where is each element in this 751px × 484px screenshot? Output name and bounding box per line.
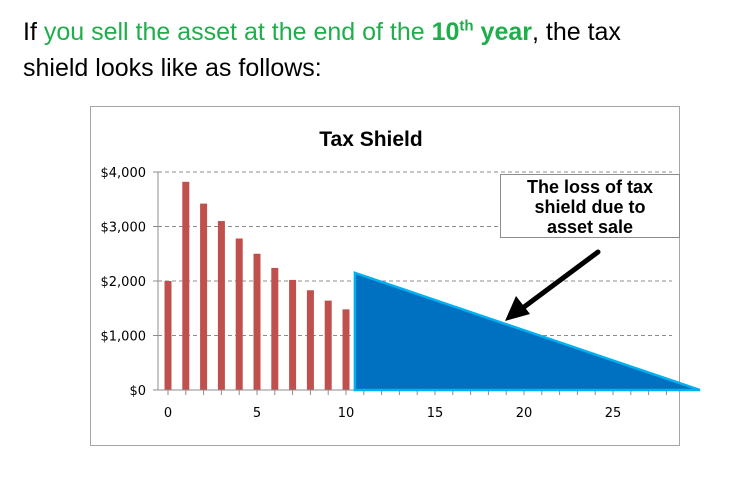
callout-box: The loss of tax shield due to asset sale	[500, 174, 680, 238]
callout-line-3: asset sale	[546, 217, 634, 237]
bar	[164, 281, 172, 390]
x-tick-label: 0	[164, 406, 172, 421]
y-tick-label: $4,000	[101, 166, 147, 181]
axis-layer: $0 $1,000 $2,000 $3,000 $4,000 0 5 10 15 20 25	[101, 166, 672, 421]
x-tick-label: 10	[338, 406, 355, 421]
bar	[271, 267, 279, 390]
bar	[289, 279, 297, 390]
lost-tax-shield-area	[353, 271, 701, 392]
heading-green-text: you sell the asset at the end of the	[43, 18, 432, 46]
pointer-arrow-shaft	[517, 249, 601, 313]
heading-year-suffix: th	[459, 17, 474, 35]
bar	[217, 221, 225, 390]
y-tick-label: $3,000	[101, 221, 147, 236]
bar	[235, 238, 243, 390]
heading-year-word: year	[473, 18, 532, 46]
bar	[342, 309, 350, 390]
bar	[182, 181, 190, 390]
y-tick-label: $2,000	[101, 275, 147, 290]
x-tick-label: 25	[605, 406, 622, 421]
x-tick-label: 20	[516, 406, 533, 421]
chart-title: Tax Shield	[319, 128, 422, 151]
x-tick-label: 5	[253, 406, 261, 421]
arrow-layer	[505, 249, 601, 321]
pointer-arrow-head	[505, 296, 530, 321]
callout-line-2: shield due to	[534, 197, 646, 217]
bars-layer	[164, 181, 350, 390]
heading-line-2: shield looks like as follows:	[23, 54, 322, 82]
y-tick-label: $1,000	[101, 330, 147, 345]
area-layer	[353, 271, 701, 392]
bar	[253, 253, 261, 390]
heading-text-1: If	[23, 18, 44, 46]
callout-line-1: The loss of tax	[526, 177, 654, 197]
bar	[200, 203, 208, 390]
heading-text-2: , the tax	[531, 18, 621, 46]
heading-year-number: 10	[431, 18, 460, 46]
y-tick-label: $0	[129, 384, 146, 399]
x-tick-label: 15	[427, 406, 444, 421]
bar	[324, 300, 332, 390]
heading: If you sell the asset at the end of the …	[23, 14, 738, 86]
bar	[306, 290, 314, 390]
